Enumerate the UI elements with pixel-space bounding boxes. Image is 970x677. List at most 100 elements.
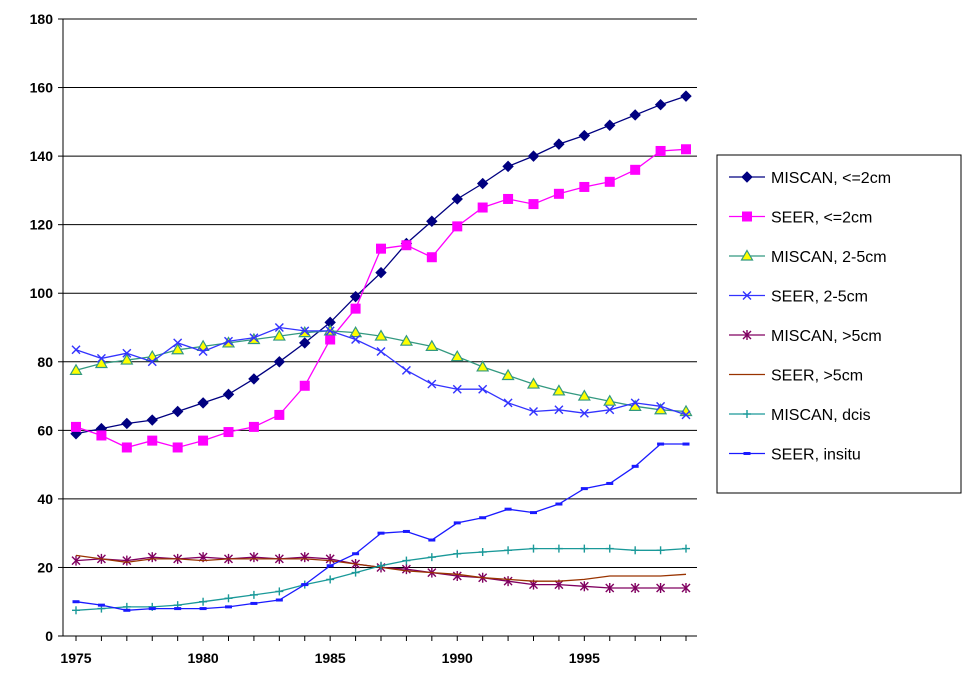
data-point (528, 199, 539, 210)
data-point (656, 583, 666, 594)
data-point (553, 188, 564, 199)
data-point (249, 590, 258, 599)
data-point (71, 421, 81, 432)
marker-stroke (681, 410, 691, 420)
marker-stroke (605, 405, 615, 415)
data-point (122, 348, 132, 358)
data-point (375, 266, 387, 279)
y-tick-label: 20 (37, 559, 53, 575)
data-point (274, 323, 284, 332)
data-point (554, 544, 563, 553)
data-point (526, 377, 541, 389)
data-point (148, 607, 156, 611)
data-point (428, 538, 436, 542)
data-point (325, 334, 336, 345)
series-line (75, 95, 687, 435)
data-point (529, 544, 538, 553)
data-point (452, 221, 463, 232)
y-tick-label: 180 (30, 11, 54, 27)
data-point (604, 176, 615, 187)
data-point (352, 552, 360, 556)
series-line (75, 148, 687, 449)
data-point (554, 405, 564, 415)
marker-stroke (503, 398, 513, 408)
data-point (225, 605, 232, 609)
series-6 (72, 544, 690, 615)
data-point (71, 555, 81, 566)
marker-stroke (656, 401, 666, 411)
data-point (299, 380, 310, 391)
x-tick-label: 1995 (569, 650, 600, 666)
data-point (552, 384, 566, 396)
marker-stroke (96, 353, 106, 363)
data-point (530, 511, 537, 515)
data-point (656, 546, 665, 555)
legend-label: MISCAN, dcis (771, 407, 871, 424)
marker-stroke (630, 398, 640, 408)
data-point (300, 552, 310, 563)
data-point (555, 502, 563, 506)
data-point (504, 507, 512, 511)
data-point (427, 553, 436, 562)
data-point (579, 408, 589, 418)
data-point (630, 164, 641, 175)
data-point (503, 193, 514, 204)
marker-stroke (173, 338, 183, 348)
data-point (147, 435, 158, 446)
data-point (631, 546, 640, 555)
data-point (250, 601, 258, 605)
x-tick-label: 1990 (442, 650, 473, 666)
axes: 0 20 40 60 80 100 120 140 160 180 1975 1980 1985 1990… (30, 11, 697, 666)
data-point (630, 583, 640, 594)
data-point (453, 549, 462, 558)
data-point (603, 394, 617, 406)
marker-stroke (147, 357, 157, 367)
data-point (72, 600, 80, 604)
data-point (399, 334, 413, 346)
data-point (452, 571, 462, 582)
y-tick-label: 80 (37, 354, 53, 370)
data-point (426, 252, 437, 263)
data-point (503, 576, 513, 587)
y-tick-label: 40 (37, 491, 53, 507)
marker-stroke (351, 335, 361, 344)
data-point (374, 329, 388, 341)
series-layer (69, 90, 693, 615)
data-point (479, 516, 487, 520)
legend-label: MISCAN, >5cm (771, 328, 882, 345)
data-point (450, 349, 464, 362)
data-point (402, 556, 411, 565)
data-point (172, 442, 183, 453)
data-point (527, 150, 540, 162)
legend-label: SEER, >5cm (771, 368, 863, 385)
data-point (631, 464, 639, 468)
data-point (301, 583, 309, 587)
data-point (122, 555, 132, 566)
data-point (123, 608, 131, 612)
data-point (121, 417, 133, 430)
legend-marker (743, 452, 751, 455)
marker-stroke (579, 408, 589, 418)
data-point (425, 339, 439, 351)
series-2 (69, 324, 693, 417)
legend-marker (742, 211, 752, 222)
data-point (224, 336, 233, 346)
marker-stroke (325, 326, 335, 336)
data-point (476, 360, 490, 372)
series-line (75, 443, 686, 611)
marker-stroke (452, 384, 462, 394)
data-point (97, 603, 105, 607)
data-point (401, 240, 412, 251)
data-point (401, 365, 411, 375)
grid (63, 18, 697, 568)
data-point (477, 202, 488, 213)
legend-box (716, 154, 962, 494)
series-line (75, 330, 687, 413)
legend-marker (742, 291, 752, 300)
marker-stroke (529, 406, 538, 416)
data-point (529, 406, 538, 416)
data-point (94, 356, 108, 369)
data-point (72, 606, 80, 615)
